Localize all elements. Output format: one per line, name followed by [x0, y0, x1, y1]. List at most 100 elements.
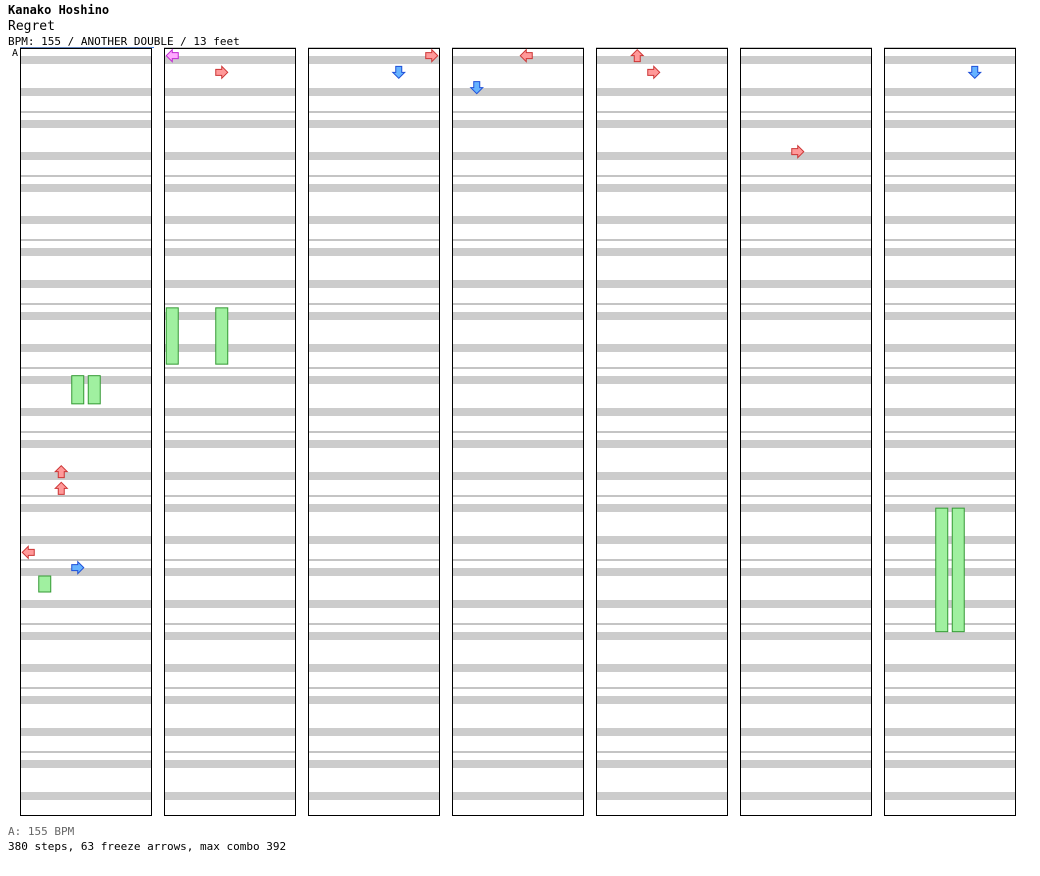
beat-stripe: [308, 344, 440, 352]
freeze-arrow-body: [215, 307, 229, 365]
beat-stripe: [740, 440, 872, 448]
artist-name: Kanako Hoshino: [8, 3, 110, 17]
beat-stripe: [308, 792, 440, 800]
beat-stripe: [884, 696, 1016, 704]
beat-stripe: [20, 728, 152, 736]
beat-stripe: [452, 568, 584, 576]
beat-stripe: [20, 184, 152, 192]
beat-stripe: [740, 632, 872, 640]
beat-stripe: [452, 472, 584, 480]
beat-stripe: [884, 600, 1016, 608]
beat-stripe: [740, 120, 872, 128]
chart-column: [452, 47, 584, 816]
beat-stripe: [740, 408, 872, 416]
segment-marker: A: [12, 48, 19, 59]
beat-stripe: [740, 216, 872, 224]
beat-stripe: [308, 408, 440, 416]
beat-stripe: [308, 632, 440, 640]
beat-stripe: [20, 280, 152, 288]
beat-stripe: [308, 536, 440, 544]
beat-stripe: [308, 88, 440, 96]
beat-stripe: [164, 280, 296, 288]
chart-column: [308, 47, 440, 816]
freeze-arrow-body: [165, 307, 179, 365]
beat-stripe: [740, 568, 872, 576]
beat-stripe: [596, 280, 728, 288]
beat-stripe: [452, 312, 584, 320]
step-arrow-down: [391, 65, 406, 80]
beat-stripe: [308, 440, 440, 448]
beat-stripe: [740, 312, 872, 320]
beat-stripe: [884, 216, 1016, 224]
beat-stripe: [452, 376, 584, 384]
beat-stripe: [596, 408, 728, 416]
column-border: [20, 48, 152, 816]
beat-stripe: [596, 504, 728, 512]
beat-stripe: [740, 376, 872, 384]
freeze-arrow-body: [71, 375, 85, 405]
beat-stripe: [308, 504, 440, 512]
beat-stripe: [596, 376, 728, 384]
beat-stripe: [308, 56, 440, 64]
beat-stripe: [740, 600, 872, 608]
beat-stripe: [596, 760, 728, 768]
beat-stripe: [884, 376, 1016, 384]
beat-stripe: [884, 344, 1016, 352]
step-arrow-left: [21, 545, 35, 560]
beat-stripe: [164, 504, 296, 512]
beat-stripe: [308, 728, 440, 736]
beat-stripe: [596, 728, 728, 736]
beat-stripe: [452, 344, 584, 352]
beat-stripe: [884, 120, 1016, 128]
beat-stripe: [20, 504, 152, 512]
beat-stripe: [308, 600, 440, 608]
beat-stripe: [452, 56, 584, 64]
column-border: [740, 48, 872, 816]
beat-stripe: [164, 568, 296, 576]
beat-stripe: [164, 88, 296, 96]
beat-stripe: [884, 248, 1016, 256]
beat-stripe: [596, 632, 728, 640]
beat-stripe: [596, 248, 728, 256]
beat-stripe: [452, 504, 584, 512]
beat-stripe: [740, 792, 872, 800]
beat-stripe: [884, 760, 1016, 768]
column-border: [884, 48, 1016, 816]
beat-stripe: [596, 536, 728, 544]
beat-stripe: [596, 216, 728, 224]
beat-stripe: [596, 600, 728, 608]
beat-stripe: [20, 792, 152, 800]
beat-stripe: [740, 728, 872, 736]
beat-stripe: [884, 536, 1016, 544]
beat-stripe: [452, 632, 584, 640]
beat-stripe: [20, 344, 152, 352]
beat-stripe: [884, 280, 1016, 288]
beat-stripe: [884, 632, 1016, 640]
beat-stripe: [20, 312, 152, 320]
beat-stripe: [884, 88, 1016, 96]
beat-stripe: [596, 568, 728, 576]
beat-stripe: [164, 792, 296, 800]
chart-info: BPM: 155 / ANOTHER DOUBLE / 13 feet: [8, 35, 240, 48]
beat-stripe: [20, 120, 152, 128]
beat-stripe: [452, 248, 584, 256]
beat-stripe: [20, 664, 152, 672]
column-border: [164, 48, 296, 816]
beat-stripe: [20, 536, 152, 544]
column-border: [452, 48, 584, 816]
beat-stripe: [164, 120, 296, 128]
beat-stripe: [740, 248, 872, 256]
beat-stripe: [308, 184, 440, 192]
freeze-arrow-body: [38, 575, 52, 593]
beat-stripe: [20, 696, 152, 704]
beat-stripe: [164, 696, 296, 704]
beat-stripe: [164, 216, 296, 224]
beat-stripe: [164, 312, 296, 320]
beat-stripe: [596, 440, 728, 448]
beat-stripe: [452, 440, 584, 448]
beat-stripe: [308, 120, 440, 128]
beat-stripe: [596, 152, 728, 160]
beat-stripe: [596, 664, 728, 672]
beat-stripe: [452, 792, 584, 800]
beat-stripe: [164, 760, 296, 768]
